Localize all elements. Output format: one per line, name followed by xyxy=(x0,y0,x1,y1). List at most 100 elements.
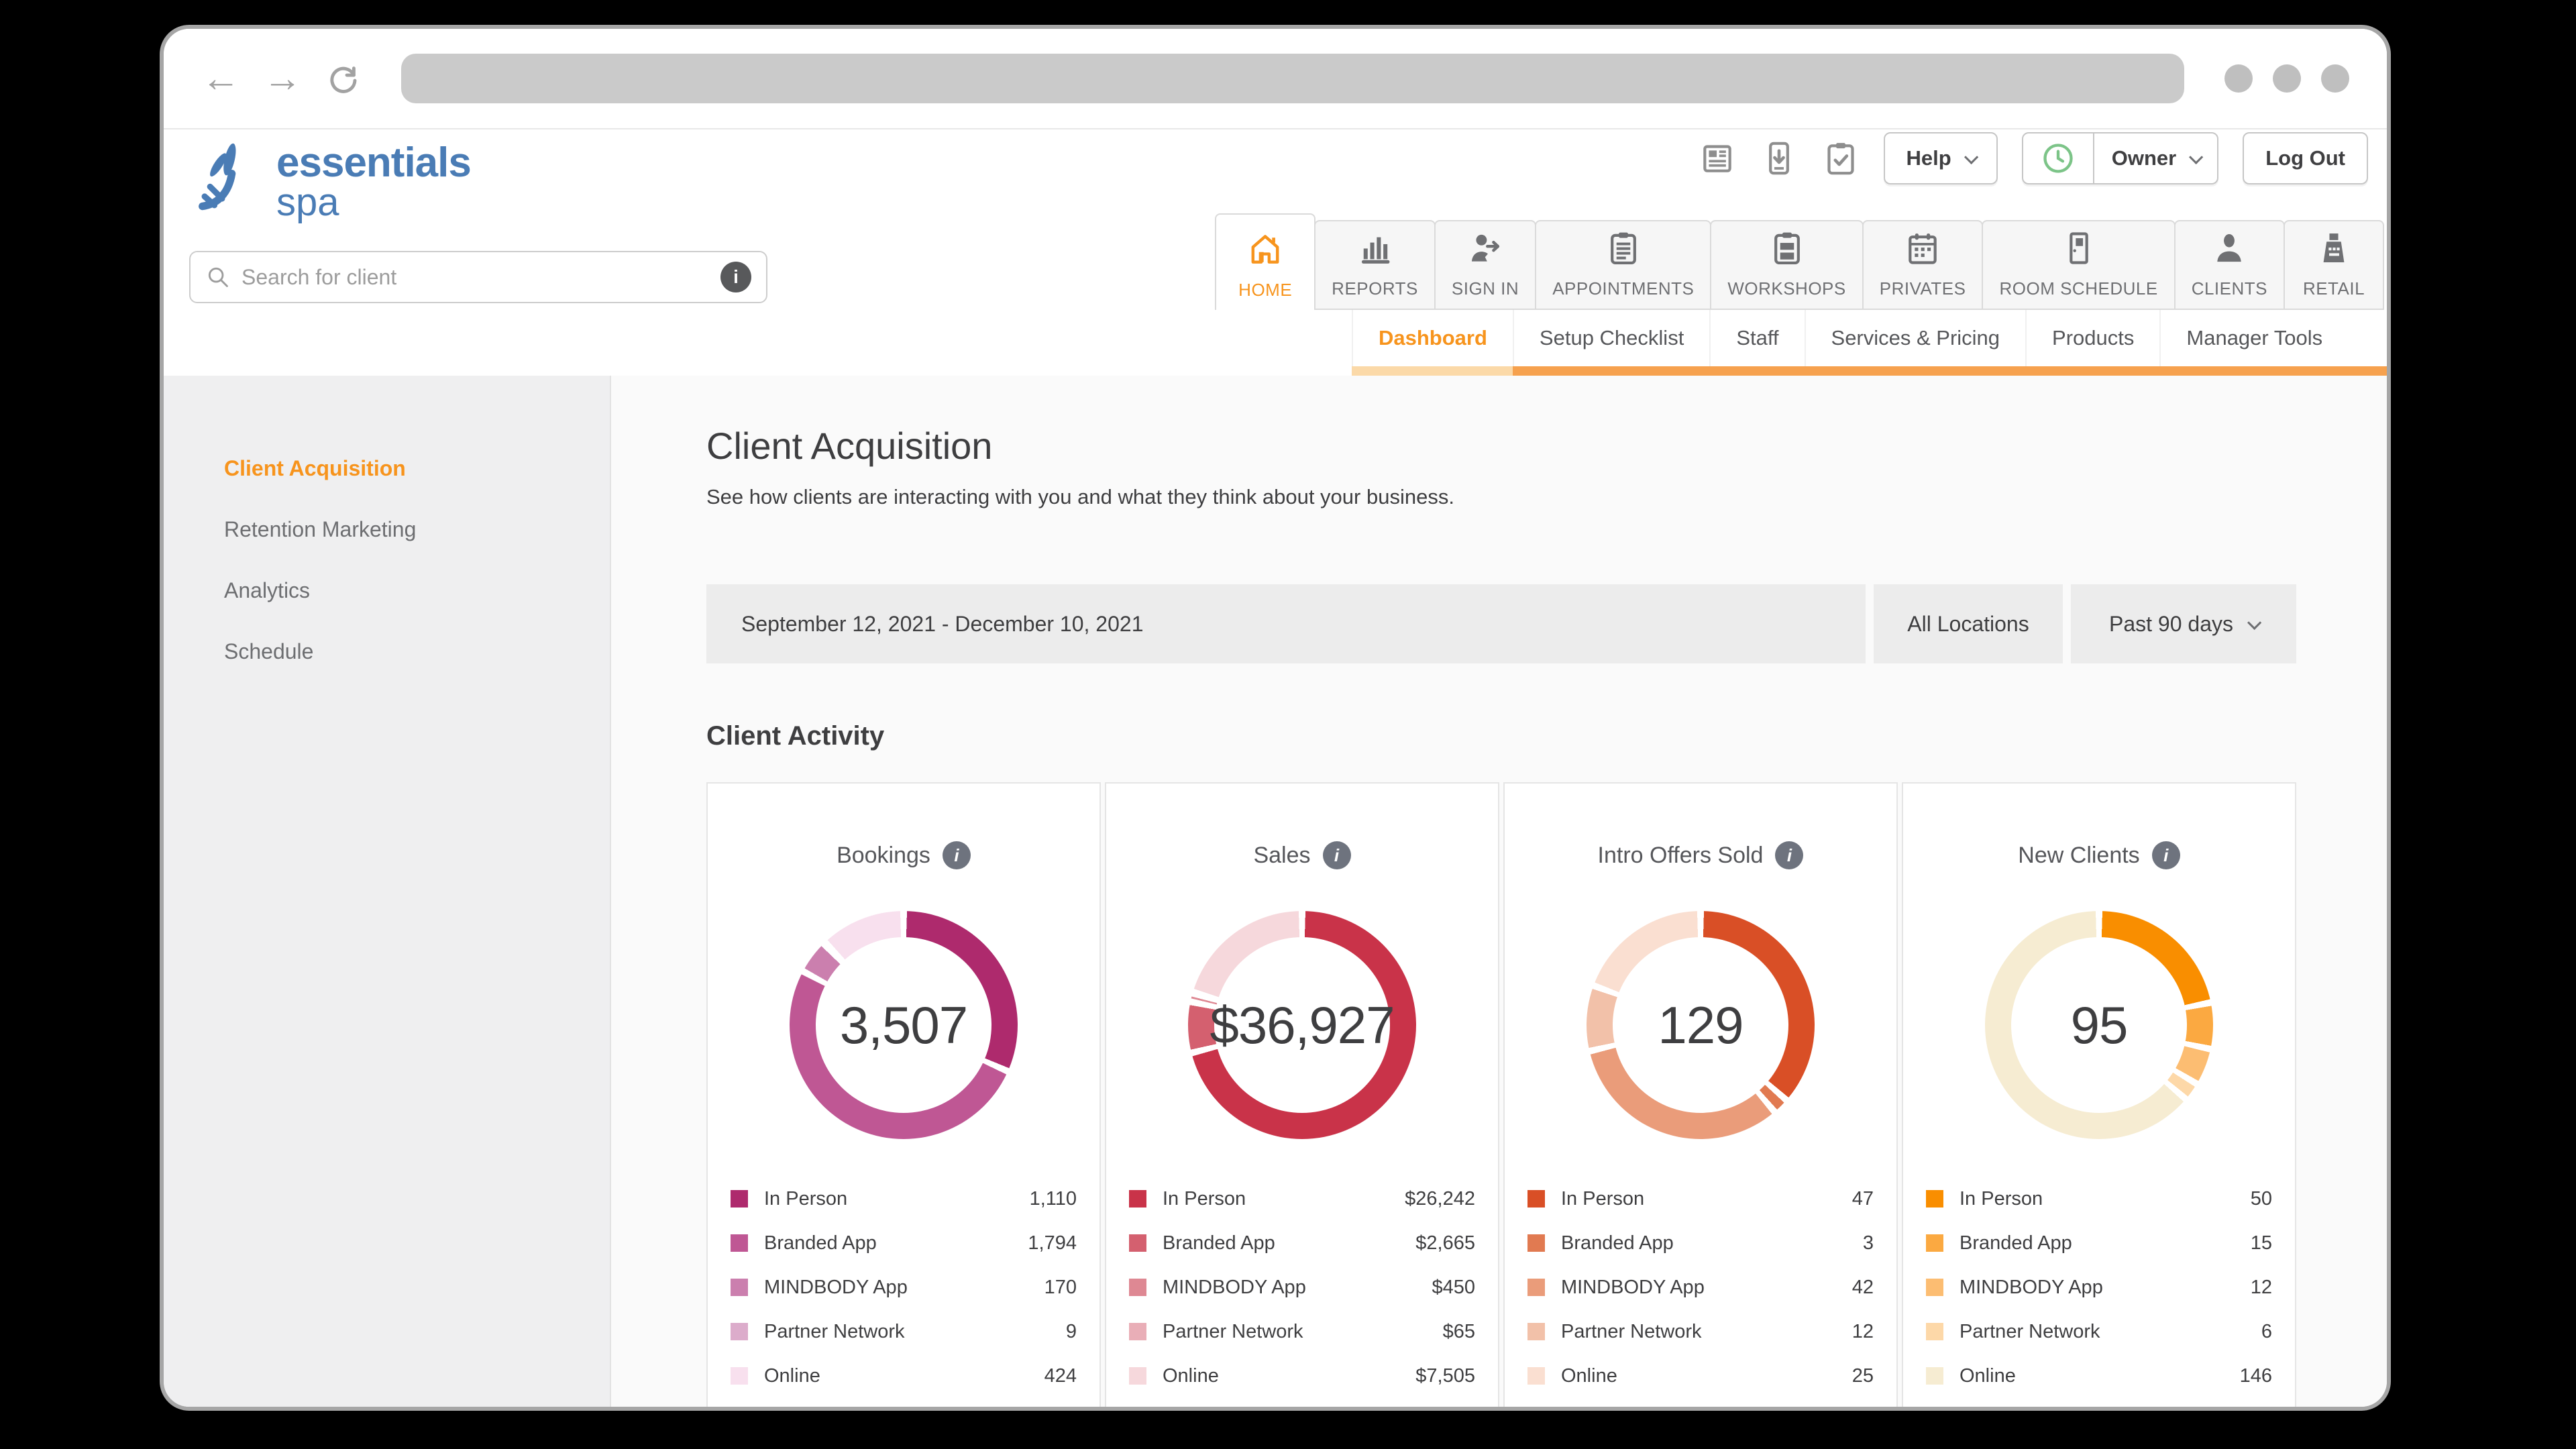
tab-home[interactable]: HOME xyxy=(1215,213,1316,310)
brand-logo[interactable]: essentials spa xyxy=(196,136,472,225)
card-head: Bookings i xyxy=(708,841,1099,869)
subnav-item-setup-checklist[interactable]: Setup Checklist xyxy=(1512,310,1709,366)
donut-chart-new-clients: 95 xyxy=(1985,911,2213,1139)
legend-swatch xyxy=(1129,1279,1146,1296)
search-info-icon[interactable]: i xyxy=(720,262,751,292)
tab-sign-in[interactable]: SIGN IN xyxy=(1434,220,1537,310)
sidebar-item-analytics[interactable]: Analytics xyxy=(224,578,311,602)
app-header: essentials spa i xyxy=(164,129,2387,376)
legend-label: MINDBODY App xyxy=(1163,1276,1306,1298)
filter-bar: September 12, 2021 - December 10, 2021 A… xyxy=(706,584,2296,663)
browser-menu-dots[interactable] xyxy=(2224,64,2349,93)
sidebar-item-client-acquisition[interactable]: Client Acquisition xyxy=(224,456,406,480)
window-dot xyxy=(2224,64,2253,93)
tab-appointments[interactable]: APPOINTMENTS xyxy=(1535,220,1712,310)
date-range-label: September 12, 2021 - December 10, 2021 xyxy=(741,611,1144,636)
info-icon[interactable]: i xyxy=(1775,841,1804,869)
legend-value: 3 xyxy=(1862,1232,1874,1254)
sidebar-item-schedule[interactable]: Schedule xyxy=(224,639,314,663)
legend-row: In Person 50 xyxy=(1926,1177,2272,1221)
legend-label: Branded App xyxy=(764,1232,877,1254)
legend-row: Online 25 xyxy=(1527,1354,1874,1398)
refresh-icon[interactable] xyxy=(325,60,361,97)
subnav-item-label: Manager Tools xyxy=(2186,326,2323,350)
clock-icon xyxy=(2043,144,2073,173)
legend-row: Branded App 15 xyxy=(1926,1221,2272,1265)
donut-hole: 129 xyxy=(1613,937,1788,1113)
donut-chart-intro-offers-sold: 129 xyxy=(1587,911,1815,1139)
tab-label: WORKSHOPS xyxy=(1727,278,1846,299)
tab-room-schedule[interactable]: ROOM SCHEDULE xyxy=(1982,220,2176,310)
legend-row: Branded App 3 xyxy=(1527,1221,1874,1265)
donut-total: 3,507 xyxy=(839,995,968,1055)
legend-swatch xyxy=(1926,1234,1943,1252)
legend-value: 47 xyxy=(1851,1187,1874,1210)
card-head: Sales i xyxy=(1106,841,1498,869)
forward-icon[interactable]: → xyxy=(263,56,302,100)
donut-hole: 3,507 xyxy=(816,937,991,1113)
donut-hole: $36,927 xyxy=(1210,937,1395,1113)
period-filter-dropdown[interactable]: Past 90 days xyxy=(2071,584,2296,663)
help-button[interactable]: Help xyxy=(1883,132,1998,184)
donut-chart-sales: $36,927 xyxy=(1188,911,1416,1139)
legend-swatch xyxy=(1527,1190,1545,1208)
page-body: Client Acquisition Retention Marketing Ana… xyxy=(164,376,2387,1407)
search-icon xyxy=(208,267,228,287)
legend-row: In Person $26,242 xyxy=(1129,1177,1475,1221)
legend-label: MINDBODY App xyxy=(1960,1276,2103,1298)
legend-label: MINDBODY App xyxy=(1561,1276,1705,1298)
legend-value: $65 xyxy=(1442,1320,1475,1342)
legend-label: MINDBODY App xyxy=(764,1276,908,1298)
person-icon xyxy=(2210,229,2248,270)
info-icon[interactable]: i xyxy=(1322,841,1351,869)
tab-label: SIGN IN xyxy=(1451,278,1519,299)
tab-reports[interactable]: REPORTS xyxy=(1314,220,1436,310)
card-title: New Clients xyxy=(2018,842,2140,868)
tab-clients[interactable]: CLIENTS xyxy=(2174,220,2285,310)
logout-label: Log Out xyxy=(2265,146,2345,170)
location-filter[interactable]: All Locations xyxy=(1874,584,2063,663)
legend-swatch xyxy=(731,1367,748,1385)
legend-label: Branded App xyxy=(1561,1232,1674,1254)
subnav-item-staff[interactable]: Staff xyxy=(1709,310,1804,366)
tasks-checklist-icon[interactable] xyxy=(1822,140,1860,177)
donut-total: 95 xyxy=(2070,995,2129,1055)
sidebar-item-retention-marketing[interactable]: Retention Marketing xyxy=(224,517,417,541)
logout-button[interactable]: Log Out xyxy=(2243,132,2368,184)
legend-value: 9 xyxy=(1065,1320,1077,1342)
tab-privates[interactable]: PRIVATES xyxy=(1862,220,1984,310)
legend-row: Partner Network 12 xyxy=(1527,1309,1874,1354)
search-input[interactable] xyxy=(241,264,710,290)
subnav-item-manager-tools[interactable]: Manager Tools xyxy=(2159,310,2348,366)
subnav-item-products[interactable]: Products xyxy=(2025,310,2159,366)
news-feed-icon[interactable] xyxy=(1699,140,1736,177)
subnav-item-dashboard[interactable]: Dashboard xyxy=(1352,310,1513,366)
clock-button[interactable] xyxy=(2023,133,2094,183)
subnav-item-services-pricing[interactable]: Services & Pricing xyxy=(1804,310,2026,366)
tab-label: PRIVATES xyxy=(1879,278,1966,299)
legend-value: 15 xyxy=(2250,1232,2272,1254)
info-icon[interactable]: i xyxy=(2151,841,2180,869)
date-range-display[interactable]: September 12, 2021 - December 10, 2021 xyxy=(706,584,1866,663)
tab-retail[interactable]: RETAIL xyxy=(2284,220,2384,310)
main-nav-tabs: HOME REPORTS SIGN IN APPOINTMENTS WORKSHOPS P… xyxy=(1215,213,2384,310)
app-root: essentials spa i xyxy=(164,129,2387,1407)
owner-button[interactable]: Owner xyxy=(2094,133,2217,183)
subnav-item-label: Dashboard xyxy=(1379,326,1487,350)
tab-workshops[interactable]: WORKSHOPS xyxy=(1710,220,1864,310)
mobile-app-download-icon[interactable] xyxy=(1760,140,1798,177)
card-new-clients: New Clients i 95 In Person 50 Branded App 15 MI… xyxy=(1902,782,2296,1407)
help-label: Help xyxy=(1906,146,1951,170)
location-filter-label: All Locations xyxy=(1907,611,2029,636)
url-bar[interactable] xyxy=(401,54,2184,103)
logo-line2: spa xyxy=(276,180,339,225)
legend-value: 12 xyxy=(1851,1320,1874,1342)
legend-swatch xyxy=(1129,1190,1146,1208)
info-icon[interactable]: i xyxy=(942,841,971,869)
client-search: i xyxy=(189,251,767,303)
header-actions: Help Owner Log Out xyxy=(1699,132,2368,184)
card-head: New Clients i xyxy=(1903,841,2295,869)
browser-chrome: ← → xyxy=(164,29,2387,129)
back-icon[interactable]: ← xyxy=(201,56,240,100)
